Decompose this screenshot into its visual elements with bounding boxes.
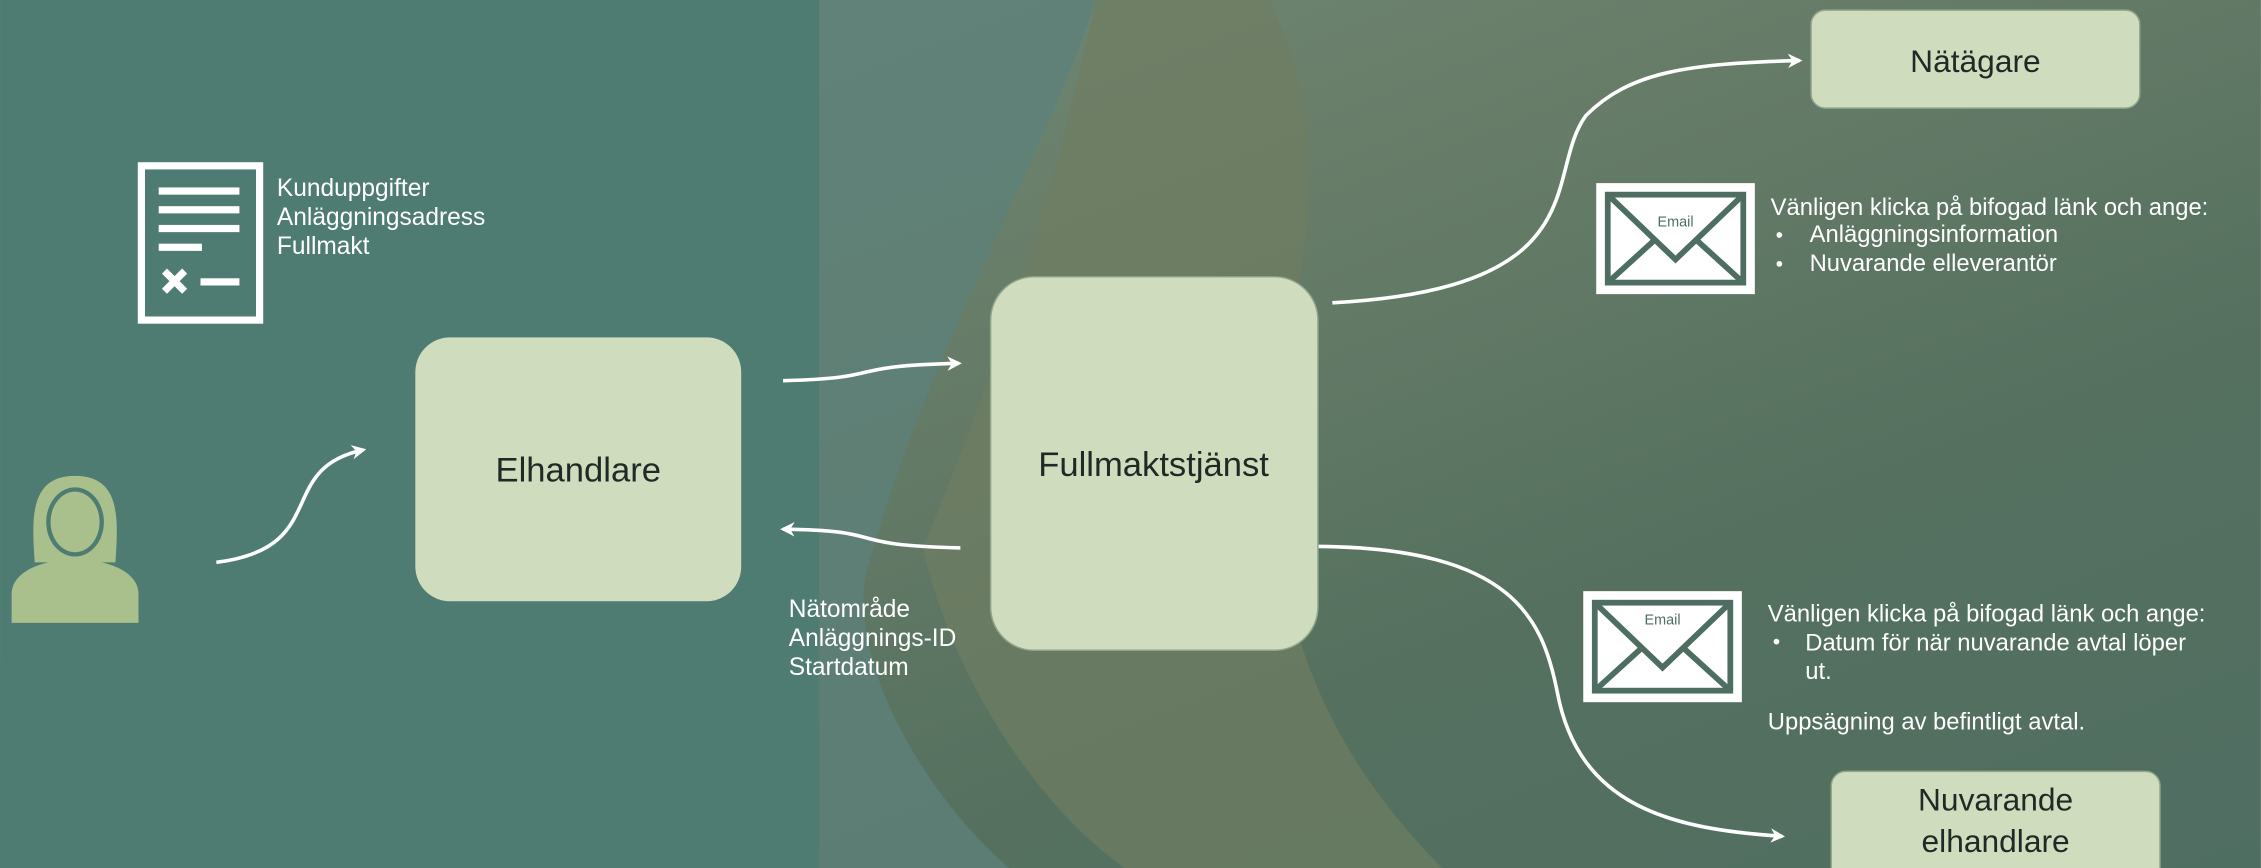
email-bullet: Anläggningsinformation — [1810, 221, 2059, 248]
email-intro: Vänligen klicka på bifogad länk och ange… — [1771, 194, 2209, 221]
arrow — [1317, 544, 1786, 843]
node-box — [415, 337, 742, 602]
sea — [819, 0, 1096, 868]
arrow — [782, 356, 962, 383]
node-label: Fullmaktstjänst — [1038, 446, 1269, 484]
email-icon-label: Email — [1645, 612, 1681, 628]
person-icon — [11, 475, 139, 623]
arrow — [780, 522, 961, 550]
return-info-line: Nätområde — [789, 596, 910, 623]
bullet — [1776, 232, 1783, 238]
node-box — [1830, 770, 2161, 868]
return-info-line: Startdatum — [789, 654, 909, 681]
email-bullet: Datum för när nuvarande avtal löper — [1805, 629, 2186, 656]
node-label: Nuvarande — [1918, 781, 2073, 817]
document-line: Fullmakt — [277, 233, 370, 260]
email-icon — [1583, 591, 1742, 703]
node-label: elhandlare — [1922, 823, 2070, 859]
bullet — [1776, 260, 1783, 267]
document-icon — [137, 162, 264, 324]
arrow — [216, 445, 367, 565]
document-line: Kunduppgifter — [277, 175, 430, 202]
document-line: Anläggningsadress — [277, 204, 485, 231]
email-bullet: ut. — [1805, 658, 1831, 685]
node-box — [989, 276, 1319, 651]
email-icon — [1596, 183, 1755, 295]
bullet — [1773, 638, 1780, 645]
node-box — [1810, 9, 2141, 109]
email-bullet: Nuvarande elleverantör — [1810, 250, 2057, 277]
email-icon-label: Email — [1658, 214, 1694, 230]
arrow — [1332, 53, 1803, 305]
node-label: Elhandlare — [496, 452, 661, 490]
return-info-line: Anläggnings-ID — [789, 625, 957, 652]
node-label: Nätägare — [1910, 43, 2040, 79]
email-note: Uppsägning av befintligt avtal. — [1768, 709, 2085, 736]
email-intro: Vänligen klicka på bifogad länk och ange… — [1768, 600, 2206, 627]
